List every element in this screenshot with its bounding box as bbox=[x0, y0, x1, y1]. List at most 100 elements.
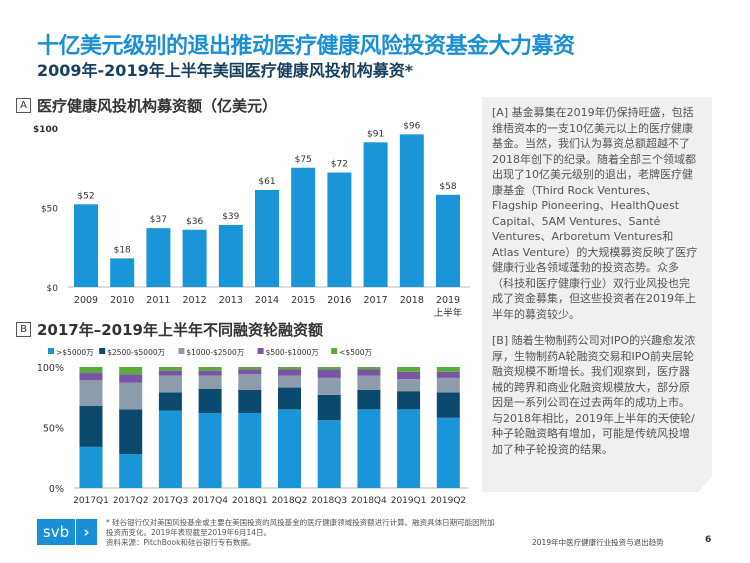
legend-label: >$5000万 bbox=[56, 348, 94, 357]
stacked-bar-segment bbox=[436, 392, 460, 418]
x-tick-label: 2019 bbox=[436, 295, 460, 306]
x-tick-label: 2012 bbox=[183, 295, 207, 306]
stacked-bar-segment bbox=[198, 388, 222, 413]
x-tick-label: 上半年 bbox=[434, 307, 463, 319]
y-tick-label: $0 bbox=[47, 284, 59, 294]
stacked-bar-segment bbox=[158, 375, 182, 393]
commentary-a: [A] 基金募集在2019年仍保持旺盛，包括维梧资本的一支10亿美元以上的医疗健… bbox=[492, 106, 698, 321]
stacked-bar-segment bbox=[238, 367, 262, 370]
stacked-bar-segment bbox=[397, 371, 421, 380]
stacked-bar-segment bbox=[278, 367, 301, 370]
stacked-bar-segment bbox=[317, 420, 341, 488]
footnote-note: * 硅谷银行仅对美国风投基金或主要在美国投资的风投基金的医疗健康领域投资额进行计… bbox=[106, 518, 495, 537]
stacked-bar-segment bbox=[198, 367, 222, 371]
stacked-bar-segment bbox=[397, 367, 421, 372]
stacked-bar-segment bbox=[357, 375, 381, 390]
charts-canvas: $0 $50 $100 $52 2009 $18 2010 $37 2011 $36 2012 $39… bbox=[33, 121, 470, 506]
bar bbox=[110, 258, 135, 287]
x-tick-label: 2009 bbox=[74, 295, 98, 306]
x-tick-label: 2017Q4 bbox=[192, 496, 228, 506]
stacked-bar-segment bbox=[119, 367, 143, 375]
data-label: $61 bbox=[258, 177, 275, 187]
section-a-heading: A 医疗健康风投机构募资额（亿美元） bbox=[16, 95, 277, 116]
bar bbox=[146, 228, 171, 287]
commentary-panel: [A] 基金募集在2019年仍保持旺盛，包括维梧资本的一支10亿美元以上的医疗健… bbox=[482, 97, 712, 492]
chevron-right-icon: › bbox=[83, 523, 90, 541]
data-label: $18 bbox=[114, 245, 131, 255]
x-tick-label: 2018Q2 bbox=[272, 496, 308, 506]
bar bbox=[218, 224, 243, 287]
stacked-bar-segment bbox=[79, 380, 103, 406]
x-tick-label: 2017Q1 bbox=[73, 496, 109, 506]
bar bbox=[399, 134, 424, 287]
y-tick-label: 50% bbox=[43, 424, 64, 435]
stacked-bar-segment bbox=[119, 454, 143, 488]
stacked-bar-segment bbox=[278, 375, 301, 388]
legend-label: $1000-$2500万 bbox=[186, 348, 244, 357]
x-tick-label: 2019Q1 bbox=[391, 496, 427, 506]
legend-swatch bbox=[257, 348, 264, 354]
stacked-bar-segment bbox=[278, 369, 301, 376]
x-tick-label: 2017 bbox=[364, 295, 388, 306]
data-label: $36 bbox=[186, 217, 203, 227]
x-tick-label: 2014 bbox=[255, 295, 279, 306]
section-b-marker: B bbox=[16, 322, 31, 337]
stacked-bar-segment bbox=[119, 382, 143, 410]
section-b-heading: B 2017年–2019年上半年不同融资轮融资额 bbox=[16, 319, 323, 340]
stacked-bar-segment bbox=[357, 409, 381, 488]
svb-logo: svb › bbox=[37, 519, 97, 545]
x-tick-label: 2018Q1 bbox=[232, 496, 268, 506]
stacked-bar-segment bbox=[317, 367, 341, 370]
y-tick-label: 100% bbox=[37, 363, 64, 374]
bar bbox=[74, 204, 98, 287]
x-tick-label: 2017Q2 bbox=[113, 496, 149, 506]
stacked-bar-segment bbox=[158, 367, 182, 371]
stacked-bar-segment bbox=[198, 412, 222, 488]
stacked-bar-segment bbox=[238, 412, 262, 488]
legend-label: <$500万 bbox=[339, 348, 372, 357]
x-tick-label: 2018Q4 bbox=[351, 496, 387, 506]
stacked-bar-segment bbox=[79, 405, 103, 447]
stacked-bar-segment bbox=[278, 387, 301, 410]
logo-text: svb bbox=[42, 523, 70, 541]
bar bbox=[363, 142, 388, 287]
data-label: $39 bbox=[222, 212, 239, 222]
page-title: 十亿美元级别的退出推动医疗健康风险投资基金大力募资 bbox=[37, 34, 575, 59]
stacked-bar-segment bbox=[397, 379, 421, 392]
section-a-marker: A bbox=[16, 98, 31, 113]
section-b-title: 2017年–2019年上半年不同融资轮融资额 bbox=[37, 321, 323, 339]
legend-swatch bbox=[178, 348, 185, 354]
stacked-bar-segment bbox=[317, 369, 341, 378]
data-label: $96 bbox=[403, 121, 420, 131]
stacked-bar-segment bbox=[198, 375, 222, 389]
stacked-bar-segment bbox=[79, 446, 103, 488]
legend-label: $2500-$5000万 bbox=[107, 348, 165, 357]
stacked-bar-segment bbox=[119, 374, 143, 383]
stacked-bar-segment bbox=[238, 374, 262, 390]
stacked-bar-segment bbox=[238, 369, 262, 375]
y-tick-label: $50 bbox=[41, 205, 58, 215]
data-label: $58 bbox=[439, 182, 456, 192]
y-tick-label: $100 bbox=[33, 125, 58, 135]
y-tick-label: 0% bbox=[49, 484, 64, 495]
stacked-bar-segment bbox=[436, 367, 460, 372]
x-tick-label: 2010 bbox=[110, 295, 134, 306]
data-label: $91 bbox=[367, 129, 384, 139]
bar bbox=[436, 194, 460, 287]
stacked-bar-segment bbox=[278, 409, 301, 488]
x-tick-label: 2019Q2 bbox=[430, 496, 466, 506]
stacked-bar-segment bbox=[397, 391, 421, 410]
stacked-bar-segment bbox=[397, 409, 421, 488]
stacked-bar-segment bbox=[119, 409, 143, 455]
bar bbox=[327, 172, 352, 287]
stacked-bar-segment bbox=[436, 417, 460, 488]
footnote: * 硅谷银行仅对美国风投基金或主要在美国投资的风投基金的医疗健康领域投资额进行计… bbox=[106, 518, 496, 548]
x-tick-label: 2016 bbox=[327, 295, 351, 306]
bar bbox=[255, 190, 279, 287]
stacked-bar-segment bbox=[158, 392, 182, 411]
section-a-title: 医疗健康风投机构募资额（亿美元） bbox=[37, 97, 278, 115]
footnote-source: 资料来源：PitchBook和硅谷银行专有数据。 bbox=[106, 538, 256, 547]
data-label: $52 bbox=[77, 191, 94, 201]
x-tick-label: 2013 bbox=[219, 295, 243, 306]
stacked-bar-segment bbox=[238, 389, 262, 413]
